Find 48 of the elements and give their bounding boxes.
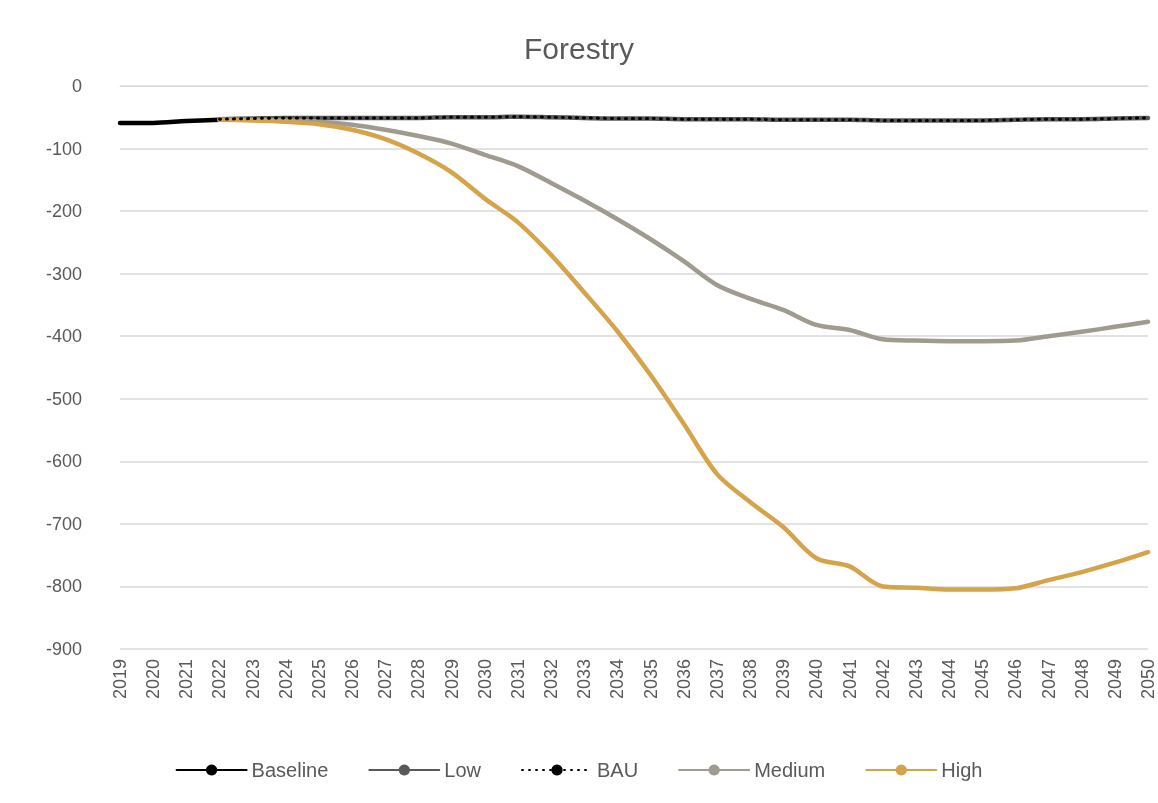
y-tick-label: -200 [45,201,82,222]
x-tick-label: 2020 [143,659,164,700]
x-tick-label: 2047 [1038,659,1059,700]
x-tick-label: 2041 [839,659,860,700]
y-tick-label: -400 [45,326,82,347]
x-tick-label: 2038 [740,659,761,700]
legend-label: Medium [754,759,826,781]
x-tick-label: 2049 [1104,659,1125,700]
x-tick-label: 2037 [706,659,727,700]
x-tick-label: 2046 [1005,659,1026,700]
x-tick-label: 2044 [939,659,960,700]
x-tick-label: 2040 [806,659,827,700]
x-tick-label: 2034 [607,659,628,700]
legend-label: Baseline [251,759,329,781]
x-tick-label: 2048 [1071,659,1092,700]
x-tick-label: 2042 [872,659,893,700]
x-tick-label: 2033 [574,659,595,700]
y-tick-label: -700 [45,513,82,534]
x-tick-label: 2021 [176,659,197,700]
x-tick-label: 2035 [640,659,661,700]
x-tick-label: 2030 [474,659,495,700]
y-tick-label: -500 [45,388,82,409]
x-tick-label: 2045 [972,659,993,700]
x-tick-label: 2031 [507,659,528,700]
y-tick-label: -900 [45,639,82,659]
y-tick-label: 0 [71,76,82,96]
y-tick-label: -100 [45,138,82,159]
x-tick-label: 2043 [905,659,926,700]
legend-label: BAU [597,759,639,781]
x-tick-label: 2027 [375,659,396,700]
x-tick-label: 2023 [242,659,263,700]
chart-title: Forestry [523,31,635,65]
x-tick-label: 2026 [342,659,363,700]
x-tick-label: 2032 [541,659,562,700]
x-tick-label: 2039 [773,659,794,700]
y-tick-label: -300 [45,263,82,284]
x-tick-label: 2025 [308,659,329,700]
x-tick-label: 2024 [275,659,296,700]
x-tick-label: 2028 [408,659,429,700]
x-tick-label: 2036 [673,659,694,700]
legend-label: Low [444,759,482,781]
x-tick-label: 2050 [1138,659,1158,700]
x-tick-label: 2029 [441,659,462,700]
legend-label: High [941,759,983,781]
x-tick-label: 2022 [209,659,230,700]
y-tick-label: -600 [45,451,82,472]
x-tick-label: 2019 [110,659,130,700]
y-tick-label: -800 [45,576,82,597]
